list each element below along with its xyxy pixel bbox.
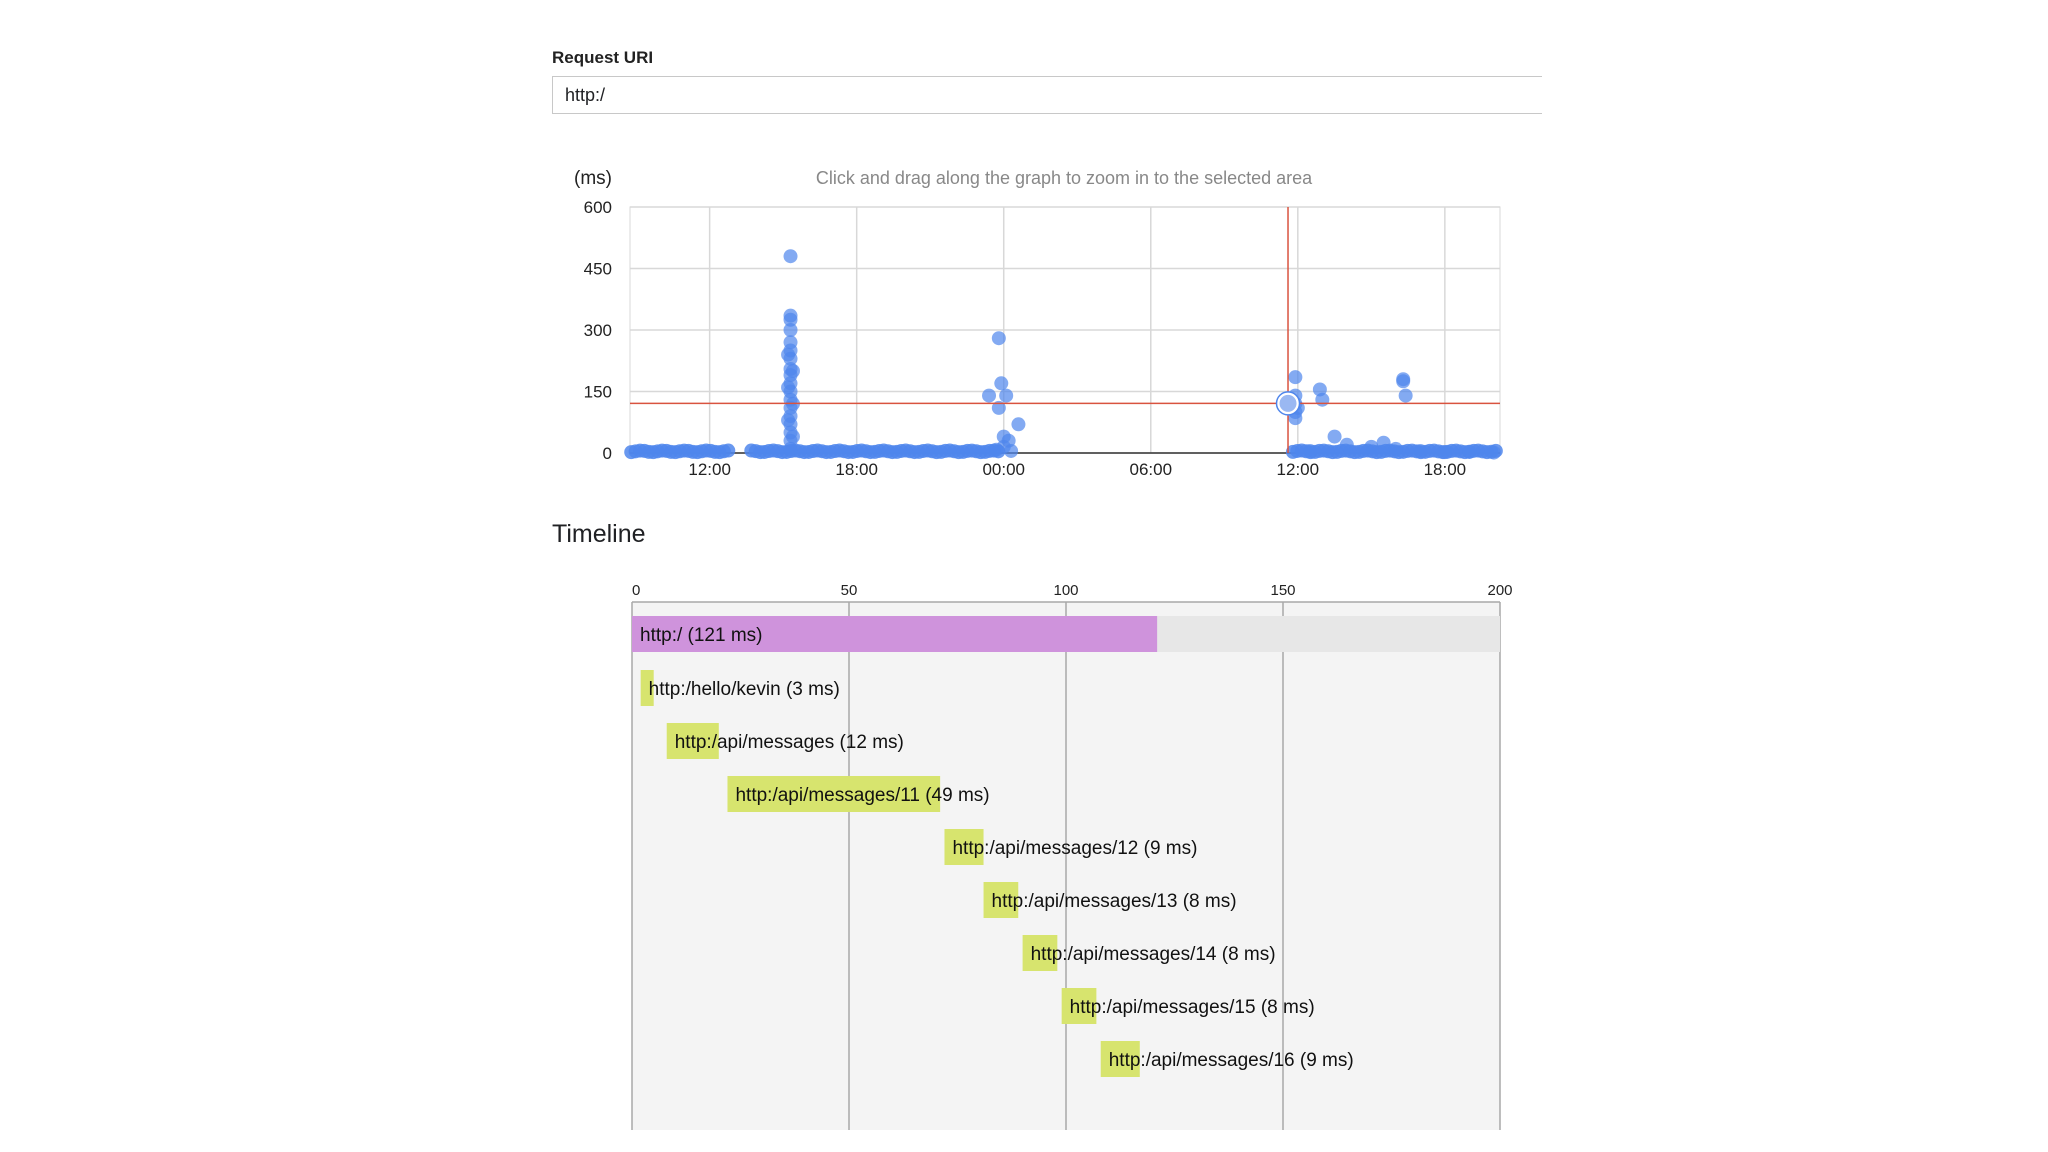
data-point	[785, 364, 800, 378]
root-span-label: http:/ (121 ms)	[640, 625, 763, 646]
span-bar	[640, 670, 654, 706]
timeline-panel	[632, 602, 1500, 1130]
chart-zoom-hint: Click and drag along the graph to zoom i…	[816, 168, 1313, 188]
timeline-tick-label: 200	[1487, 582, 1512, 599]
y-tick-label: 450	[584, 260, 612, 279]
data-point	[982, 388, 997, 403]
y-tick-label: 300	[584, 321, 612, 340]
selected-point	[1276, 391, 1300, 415]
data-point	[781, 413, 796, 428]
data-point	[1327, 429, 1342, 444]
x-tick-label: 00:00	[982, 460, 1025, 479]
timeline-title: Timeline	[552, 520, 646, 548]
data-point	[1413, 443, 1428, 458]
data-point	[1486, 445, 1501, 460]
data-point	[996, 429, 1011, 444]
timeline-axis: 0 50 100 150 200	[631, 582, 1513, 1130]
timeline-tick-label: 50	[841, 582, 858, 599]
timeline-tick-label: 0	[632, 582, 640, 599]
span-bar	[944, 829, 984, 865]
data-point	[1388, 441, 1403, 456]
root-span-bar	[632, 616, 1158, 652]
data-point	[1462, 444, 1477, 459]
timeline-tick-label: 150	[1270, 582, 1295, 599]
data-point	[989, 442, 1004, 457]
chart-ticks: 0 150 300 450 600 12:00 18:00 00:00 06:00 12:00 18…	[584, 198, 1467, 479]
x-tick-label: 18:00	[1424, 460, 1467, 479]
request-uri-label: Request URI	[552, 48, 654, 67]
latency-scatter-chart[interactable]: (ms) Click and drag along the graph to z…	[0, 0, 2048, 520]
data-point	[783, 323, 798, 337]
timeline-tick-label: 100	[1053, 582, 1078, 599]
data-point	[1303, 443, 1318, 458]
data-point	[1396, 372, 1411, 387]
data-point	[999, 388, 1014, 403]
span-bar	[1100, 1041, 1140, 1077]
data-point	[991, 331, 1006, 346]
data-point	[783, 441, 798, 456]
x-tick-label: 06:00	[1130, 460, 1173, 479]
data-point	[1364, 439, 1379, 454]
span-label: http:/api/messages/13 (8 ms)	[992, 891, 1237, 912]
x-tick-label: 12:00	[688, 460, 731, 479]
span-label: http:/api/messages/11 (49 ms)	[735, 785, 989, 806]
request-uri-input[interactable]	[552, 76, 1542, 114]
data-point	[991, 400, 1006, 415]
data-point	[994, 376, 1009, 391]
span-label: http:/api/messages/16 (9 ms)	[1109, 1050, 1354, 1071]
y-tick-label: 600	[584, 198, 612, 217]
timeline-bars: http:/ (121 ms) http:/hello/kevin (3 ms) h…	[632, 616, 1500, 1077]
data-point	[1339, 437, 1354, 452]
x-tick-label: 18:00	[835, 460, 878, 479]
selected-point-ring	[1275, 391, 1301, 416]
span-label: http:/api/messages (12 ms)	[675, 732, 904, 753]
data-point	[1011, 417, 1026, 432]
data-point	[1437, 445, 1452, 460]
data-point	[1398, 388, 1413, 403]
x-tick-label: 12:00	[1277, 460, 1320, 479]
data-point	[783, 312, 798, 327]
chart-points	[624, 249, 1503, 460]
data-point	[1004, 443, 1019, 458]
span-bar	[1061, 988, 1097, 1024]
y-tick-label: 150	[584, 383, 612, 402]
data-point	[1376, 435, 1391, 450]
data-point	[1312, 382, 1327, 397]
span-bar	[1022, 935, 1058, 971]
span-bar	[727, 776, 941, 812]
data-point	[785, 429, 800, 444]
data-point	[781, 380, 796, 395]
span-label: http:/api/messages/15 (8 ms)	[1070, 997, 1315, 1018]
span-label: http:/api/messages/12 (9 ms)	[952, 838, 1197, 859]
span-label: http:/api/messages/14 (8 ms)	[1031, 944, 1276, 965]
root-span-track	[632, 616, 1500, 652]
span-bar	[983, 882, 1019, 918]
span-label: http:/hello/kevin (3 ms)	[649, 679, 840, 700]
chart-grid	[629, 206, 1501, 454]
span-bar	[666, 723, 719, 759]
y-tick-label: 0	[603, 444, 612, 463]
data-point	[781, 347, 796, 362]
data-point	[721, 443, 736, 458]
y-axis-label: (ms)	[574, 168, 612, 189]
chart-crosshair	[630, 207, 1500, 453]
data-point	[1288, 370, 1303, 385]
data-point	[783, 249, 798, 264]
